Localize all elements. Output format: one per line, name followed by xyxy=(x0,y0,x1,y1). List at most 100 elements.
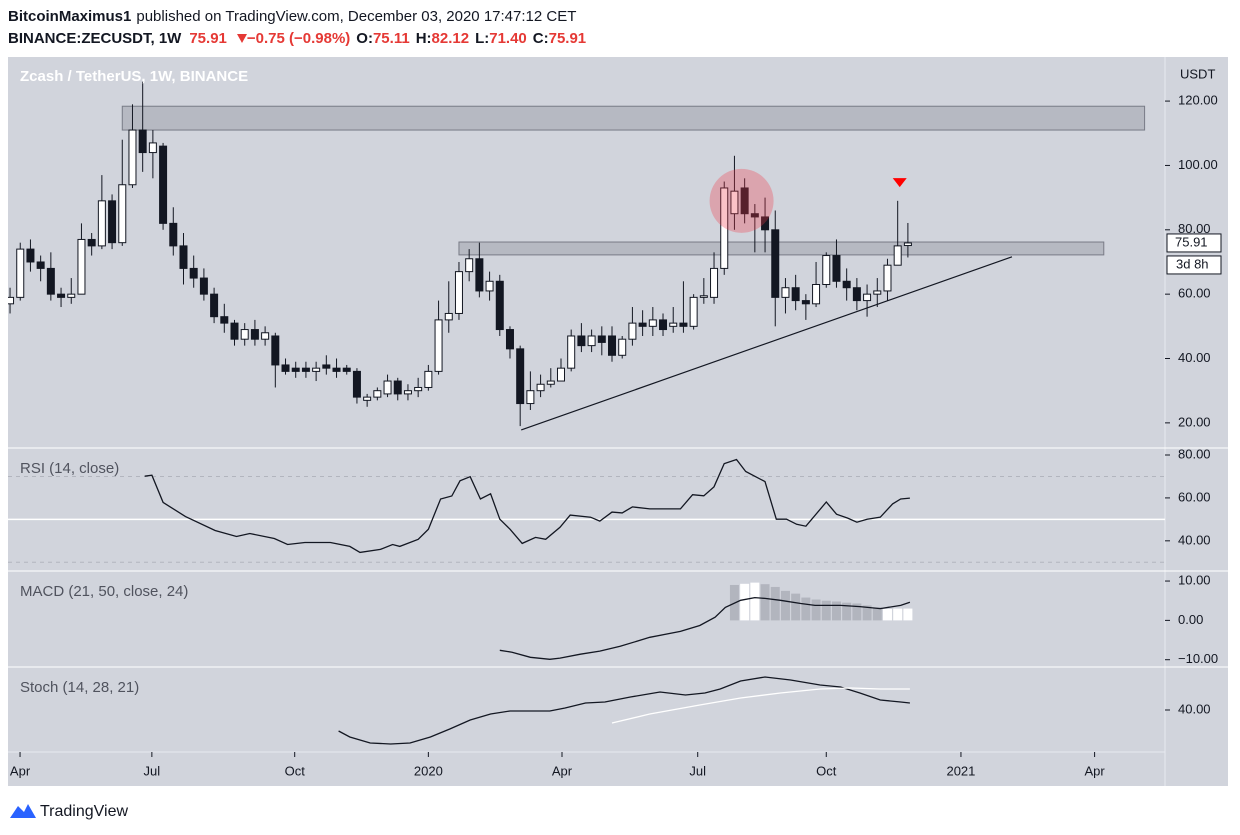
price-label-box xyxy=(1166,233,1222,253)
high: 82.12 xyxy=(432,30,470,47)
candle-body xyxy=(189,267,198,279)
y-tick-label: 80.00 xyxy=(1178,221,1211,236)
y-tick-label: 80.00 xyxy=(1178,446,1211,461)
histogram-bar xyxy=(791,593,801,621)
candle-body xyxy=(383,380,392,395)
candle-body xyxy=(608,335,617,356)
down-arrow xyxy=(237,34,247,43)
candle-body xyxy=(822,255,831,285)
low: 71.40 xyxy=(489,30,527,47)
high-label: H: xyxy=(416,30,432,47)
y-tick-label: 40.00 xyxy=(1178,350,1211,365)
pane xyxy=(8,458,1165,563)
y-tick-label: 100.00 xyxy=(1178,157,1218,172)
candle-body xyxy=(863,293,872,302)
candle-body xyxy=(393,380,402,395)
candle-body xyxy=(281,364,290,372)
symbol: BINANCE:ZECUSDT, 1W xyxy=(8,30,182,47)
candle-body xyxy=(118,184,127,244)
candle-body xyxy=(169,222,178,247)
x-tick-label: Apr xyxy=(10,763,31,778)
candle-body xyxy=(250,329,259,340)
x-tick-label: 2020 xyxy=(414,763,443,778)
candle-body xyxy=(781,287,790,298)
author: BitcoinMaximus1 xyxy=(8,8,131,25)
histogram-bar xyxy=(903,608,913,621)
histogram-bar xyxy=(780,590,790,621)
pane xyxy=(8,81,1146,431)
candle-body xyxy=(669,322,678,327)
brand[interactable]: TradingView xyxy=(10,803,128,820)
candle-body xyxy=(261,332,270,340)
candle-body xyxy=(740,187,749,215)
candle-body xyxy=(720,187,729,269)
candle-body xyxy=(883,264,892,292)
candle-body xyxy=(516,348,525,405)
candle-body xyxy=(230,322,239,340)
candle-body xyxy=(628,322,637,340)
histogram-bar xyxy=(842,602,852,621)
candle-body xyxy=(567,335,576,369)
pane-title: Stoch (14, 28, 21) xyxy=(20,679,139,696)
candle-body xyxy=(699,295,708,298)
candle-body xyxy=(903,242,912,247)
candle-body xyxy=(332,367,341,372)
candle-body xyxy=(730,190,739,215)
candle-body xyxy=(873,290,882,295)
candle-body xyxy=(240,329,249,340)
macd-line xyxy=(499,596,911,660)
candle-body xyxy=(97,200,106,247)
line xyxy=(338,676,910,745)
candle-body xyxy=(597,335,606,343)
candle-body xyxy=(577,335,586,347)
x-tick-label: Jul xyxy=(144,763,161,778)
pane xyxy=(499,582,913,660)
candle-body xyxy=(526,390,535,405)
candle-body xyxy=(159,145,168,224)
countdown: 3d 8h xyxy=(1176,256,1209,271)
candle-body xyxy=(77,238,86,295)
candle-body xyxy=(761,216,770,231)
candle-body xyxy=(148,142,157,154)
trendline xyxy=(521,256,1013,431)
publish-line: BitcoinMaximus1 published on TradingView.… xyxy=(8,8,576,25)
candle-body xyxy=(801,300,810,305)
close-label: C: xyxy=(533,30,549,47)
candle-body xyxy=(312,367,321,372)
candle-body xyxy=(852,287,861,302)
line xyxy=(611,687,910,724)
candle-body xyxy=(893,245,902,266)
candle-body xyxy=(842,280,851,289)
x-tick-label: Apr xyxy=(552,763,573,778)
histogram-bar xyxy=(821,600,831,621)
candle-body xyxy=(444,312,453,321)
x-tick-label: Jul xyxy=(689,763,706,778)
histogram-bar xyxy=(750,582,760,621)
candle-body xyxy=(199,277,208,295)
candle-body xyxy=(536,383,545,392)
candle-body xyxy=(67,293,76,298)
candle-body xyxy=(485,280,494,292)
candle-body xyxy=(710,267,719,298)
candle-body xyxy=(271,335,280,366)
line xyxy=(144,458,910,554)
histogram-bar xyxy=(740,583,750,621)
candle-body xyxy=(648,319,657,327)
candle-body xyxy=(57,293,66,298)
zone xyxy=(458,241,1105,256)
plots: 20.00 40.00 60.00 80.00 100.00 120.00 USDT Apr J… xyxy=(8,66,1222,778)
x-tick-label: 2021 xyxy=(946,763,975,778)
y-tick-label: −10.00 xyxy=(1178,651,1218,666)
y-tick-label: 60.00 xyxy=(1178,489,1211,504)
countdown-box xyxy=(1166,255,1222,275)
x-tick-label: Oct xyxy=(816,763,837,778)
candle-body xyxy=(424,370,433,388)
candle-body xyxy=(618,338,627,356)
histogram-bar xyxy=(801,597,811,621)
candle-body xyxy=(291,367,300,372)
last: 75.91 xyxy=(189,30,227,47)
axis-unit: USDT xyxy=(1180,66,1215,81)
candle-body xyxy=(301,367,310,372)
symbol-line: BINANCE:ZECUSDT, 1W 75.91 −0.75 (−0.98%) O:… xyxy=(8,30,586,47)
chart-background xyxy=(8,57,1228,786)
